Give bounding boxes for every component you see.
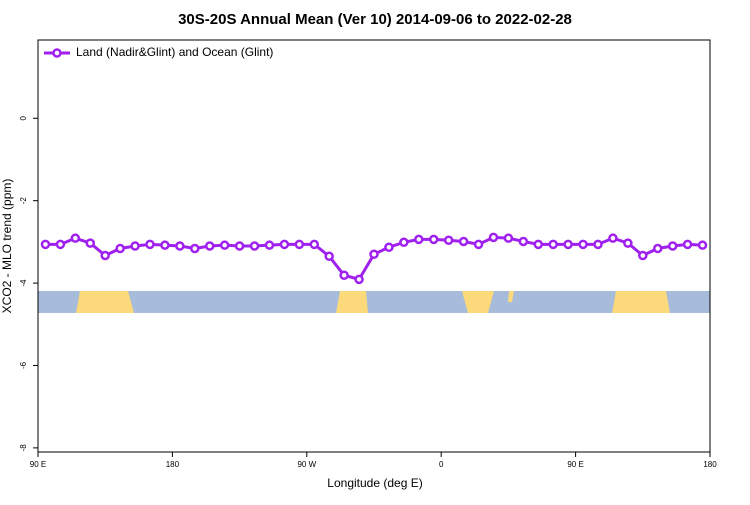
- data-point: [652, 243, 663, 254]
- data-point: [473, 239, 484, 250]
- x-tick-label: 180: [703, 460, 717, 469]
- data-point: [518, 236, 529, 247]
- data-point: [115, 243, 125, 254]
- x-tick-label: 90 E: [30, 460, 46, 469]
- data-point: [548, 239, 558, 250]
- data-point: [324, 251, 334, 262]
- data-point: [204, 241, 215, 251]
- data-point: [563, 239, 573, 250]
- data-point: [623, 238, 633, 248]
- legend-marker: [52, 48, 62, 58]
- data-point: [339, 270, 349, 281]
- data-point: [190, 243, 200, 254]
- data-point: [682, 239, 693, 250]
- data-point: [40, 239, 51, 250]
- y-tick-label: -2: [19, 197, 28, 205]
- data-point: [638, 250, 648, 261]
- chart-title: 30S-20S Annual Mean (Ver 10) 2014-09-06 …: [178, 11, 572, 28]
- data-point: [443, 235, 454, 245]
- data-point: [160, 240, 170, 250]
- y-tick-label: -8: [19, 444, 28, 452]
- y-tick-label: 0: [19, 116, 28, 121]
- data-point: [55, 239, 66, 250]
- data-point: [309, 239, 320, 250]
- data-point: [354, 274, 364, 285]
- y-tick-label: -4: [19, 279, 28, 287]
- x-axis-label: Longitude (deg E): [327, 476, 422, 490]
- data-point: [70, 233, 81, 243]
- x-tick-label: 180: [166, 460, 180, 469]
- data-point: [234, 241, 245, 251]
- data-point: [667, 241, 678, 251]
- x-tick-label: 90 E: [567, 460, 583, 469]
- data-point: [100, 250, 110, 261]
- y-axis-label: XCO2 - MLO trend (ppm): [0, 179, 14, 314]
- data-point: [593, 239, 603, 250]
- data-point: [85, 238, 96, 248]
- data-point: [533, 239, 544, 250]
- data-point: [384, 242, 394, 252]
- data-point: [130, 241, 140, 251]
- data-point: [578, 239, 588, 250]
- map-strip: [38, 291, 710, 313]
- data-point: [369, 249, 379, 259]
- data-point: [145, 239, 155, 250]
- data-point: [175, 241, 185, 251]
- data-point: [608, 233, 618, 243]
- data-point: [264, 240, 275, 250]
- data-point: [503, 233, 514, 243]
- data-point: [294, 239, 305, 250]
- y-tick-label: -6: [19, 361, 28, 369]
- x-tick-label: 90 W: [297, 460, 316, 469]
- x-tick-label: 0: [439, 460, 444, 469]
- plot-frame: [37, 39, 711, 453]
- data-point: [219, 240, 230, 250]
- data-point: [428, 234, 439, 245]
- data-point: [414, 234, 424, 245]
- legend-label: Land (Nadir&Glint) and Ocean (Glint): [76, 45, 273, 59]
- data-point: [249, 241, 260, 251]
- data-point: [488, 232, 499, 243]
- data-point: [399, 237, 409, 248]
- data-point: [279, 239, 290, 250]
- data-point: [697, 240, 708, 250]
- data-point: [458, 236, 469, 247]
